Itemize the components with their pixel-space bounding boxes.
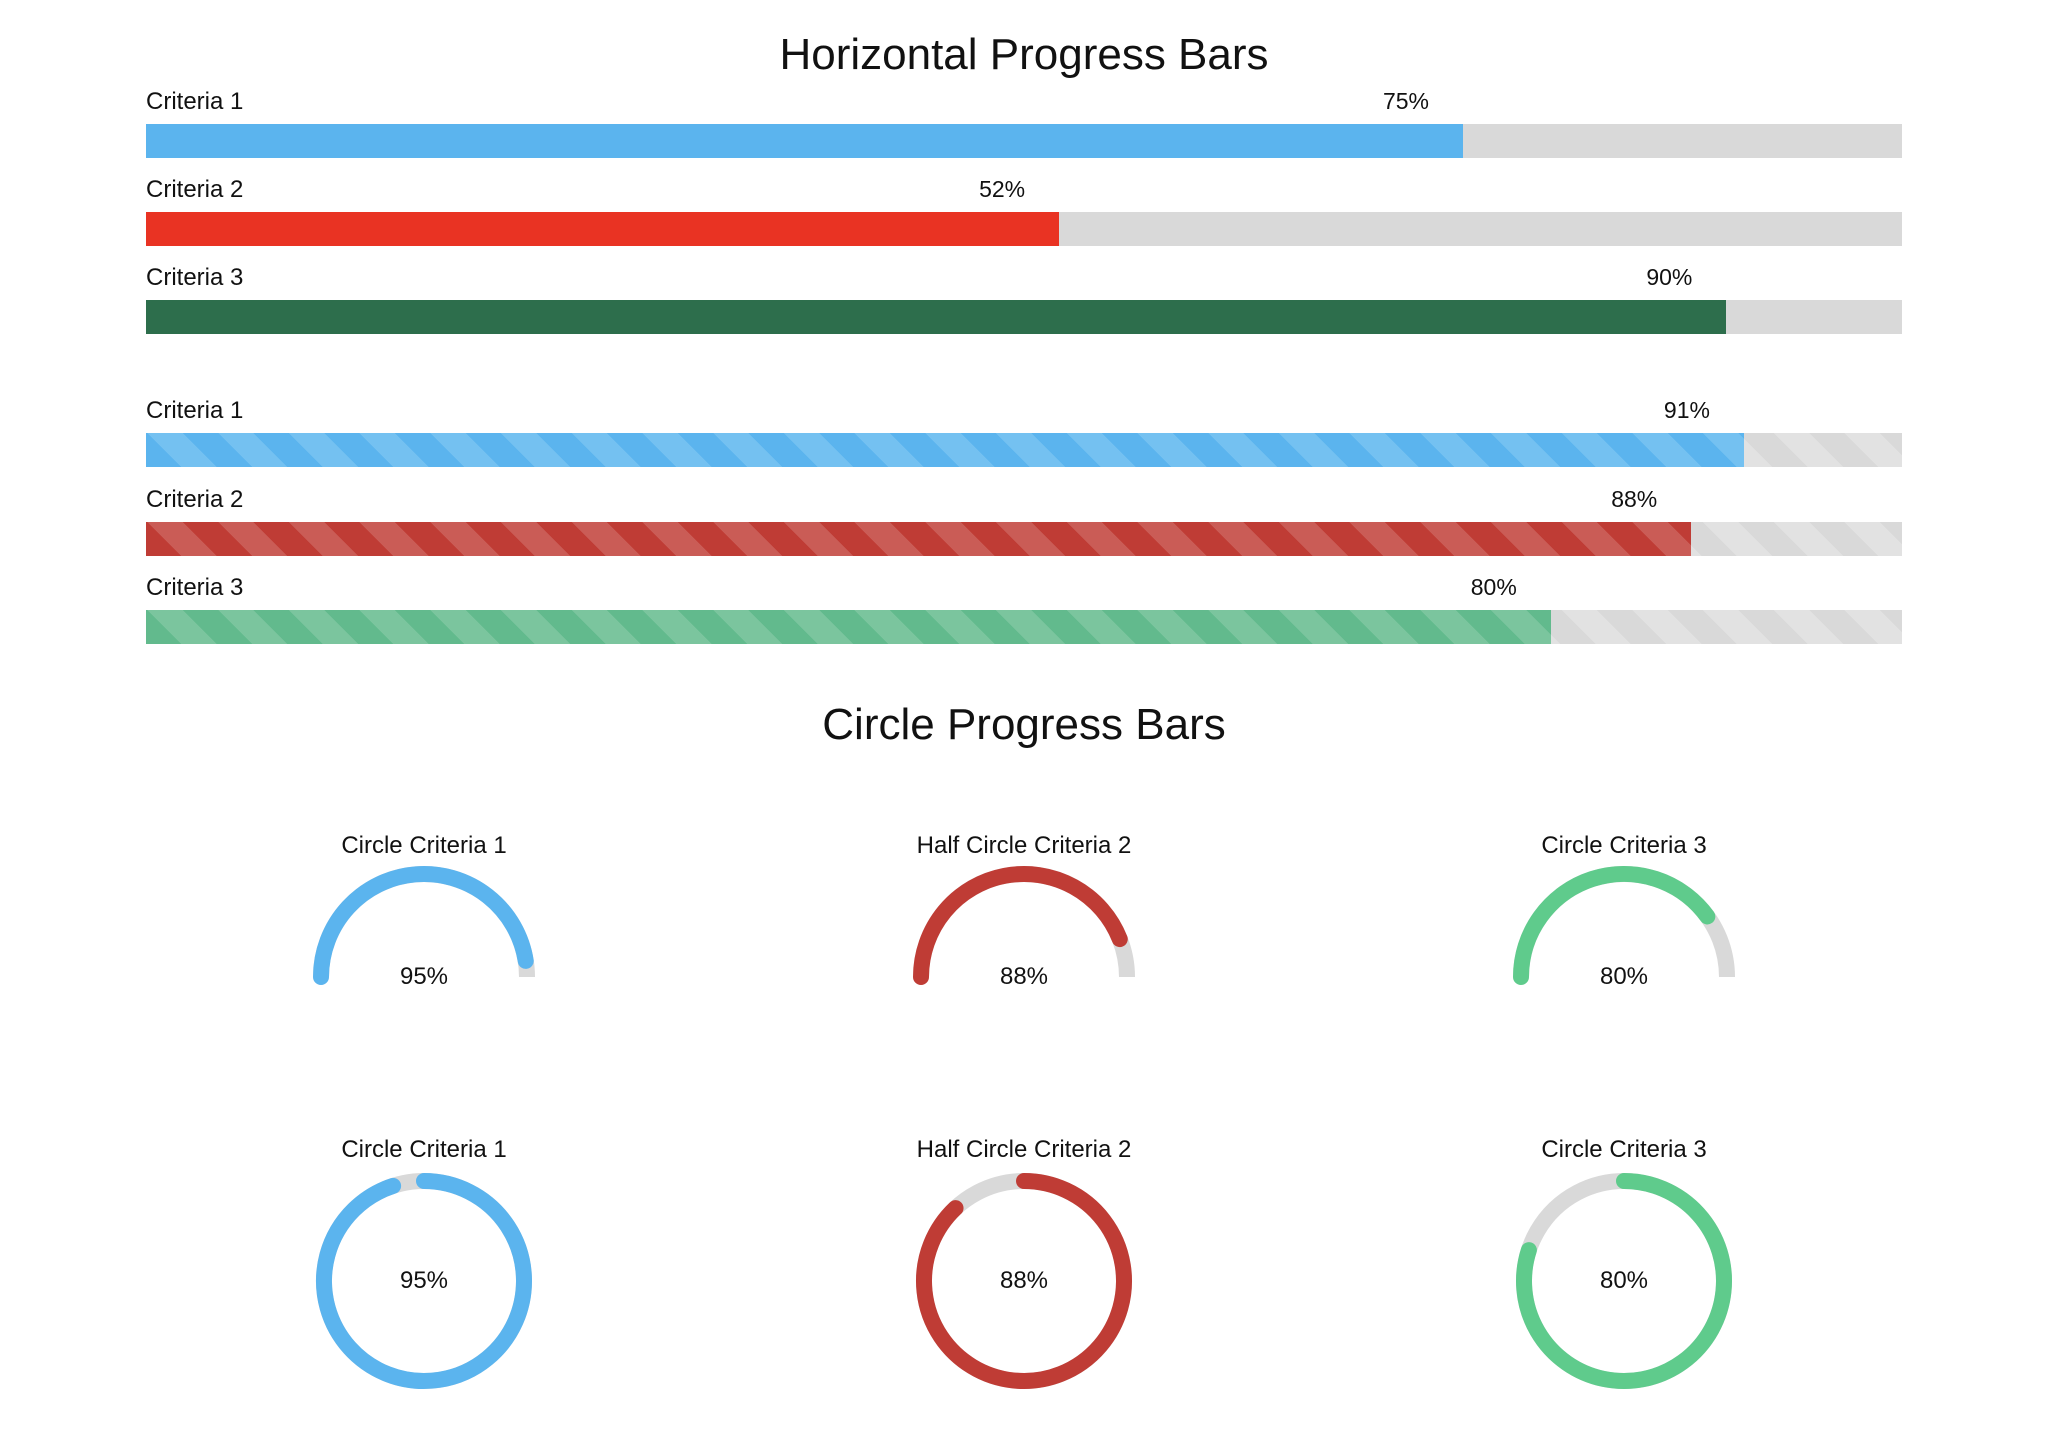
circle-title: Circle Progress Bars	[822, 700, 1226, 749]
circle-label: Circle Criteria 1	[341, 832, 507, 859]
bar-fill	[146, 124, 1463, 158]
circle-label: Half Circle Criteria 2	[916, 1136, 1132, 1163]
circle-label: Half Circle Criteria 2	[916, 832, 1132, 859]
circle-label: Circle Criteria 3	[1541, 832, 1707, 859]
bar-label: Criteria 2	[146, 486, 244, 513]
bar-fill	[146, 522, 1692, 556]
gauge-value: 88%	[999, 1267, 1049, 1294]
bar-fill	[146, 433, 1744, 467]
gauge-fill	[315, 1173, 532, 1389]
bar-track	[146, 433, 1902, 467]
bar-fill	[146, 212, 1060, 246]
bar-value-label: 91%	[1663, 397, 1710, 423]
gauge-fill	[1513, 866, 1716, 985]
bar-track	[146, 212, 1902, 246]
bar-value-label: 80%	[1470, 574, 1517, 600]
gauge-fill	[916, 1173, 1132, 1389]
bar-value-label: 90%	[1646, 264, 1693, 290]
bar-label: Criteria 1	[146, 397, 244, 424]
gauge-fill	[913, 866, 1128, 985]
gauge-value: 80%	[1599, 1267, 1649, 1294]
circle-label: Circle Criteria 1	[341, 1136, 507, 1163]
circle-label: Circle Criteria 3	[1541, 1136, 1707, 1163]
bar-track	[146, 300, 1902, 334]
gauge-value: 88%	[999, 963, 1049, 990]
bar-label: Criteria 2	[146, 176, 244, 203]
gauge-fill	[1516, 1173, 1732, 1389]
bar-label: Criteria 1	[146, 88, 244, 115]
gauge-fill	[313, 866, 534, 985]
bar-track	[146, 610, 1902, 644]
gauge-value: 95%	[399, 963, 449, 990]
bar-track	[146, 522, 1902, 556]
bar-label: Criteria 3	[146, 574, 244, 601]
gauge-value: 80%	[1599, 963, 1649, 990]
bar-value-label: 88%	[1611, 486, 1658, 512]
bar-fill	[146, 300, 1727, 334]
bar-value-label: 52%	[979, 176, 1026, 202]
bar-value-label: 75%	[1382, 88, 1429, 114]
gauge-value: 95%	[399, 1267, 449, 1294]
bar-label: Criteria 3	[146, 264, 244, 291]
horizontal-title: Horizontal Progress Bars	[779, 30, 1269, 79]
bar-fill	[146, 610, 1551, 644]
bar-track	[146, 124, 1902, 158]
